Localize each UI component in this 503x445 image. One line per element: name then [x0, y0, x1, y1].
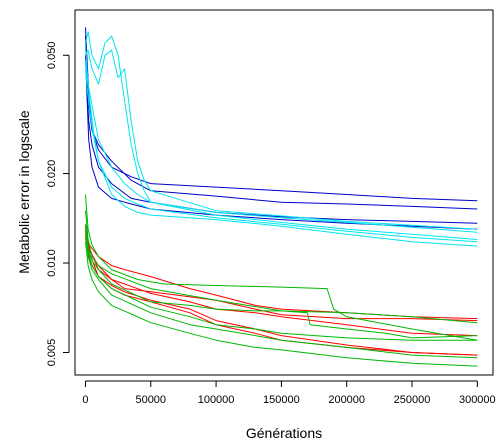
- series-line-16: [85, 210, 478, 339]
- x-axis: 0 50000 100000 150000 200000 250000 300000: [82, 380, 496, 406]
- series-line-1: [85, 27, 478, 202]
- y-axis-title: Metabolic error in logscale: [16, 110, 32, 274]
- series-line-8: [85, 60, 478, 243]
- x-tick-label: 200000: [328, 394, 365, 406]
- series-line-3: [85, 36, 478, 224]
- plot-frame: [74, 9, 494, 376]
- x-tick-label: 100000: [198, 394, 235, 406]
- y-axis: 0.005 0.010 0.020 0.050: [46, 42, 70, 367]
- y-tick-label: 0.020: [46, 160, 58, 188]
- series-line-13: [85, 231, 478, 356]
- y-tick-label: 0.010: [46, 249, 58, 277]
- y-tick-label: 0.050: [46, 42, 58, 70]
- series-line-11: [85, 234, 478, 322]
- series-line-9: [85, 42, 478, 247]
- series-line-4: [85, 55, 478, 230]
- series-line-15: [85, 194, 478, 341]
- series-layer: [85, 27, 478, 367]
- x-tick-label: 50000: [135, 394, 166, 406]
- x-tick-label: 250000: [394, 394, 431, 406]
- x-axis-title: Générations: [246, 425, 322, 441]
- x-tick-label: 0: [82, 394, 88, 406]
- x-tick-label: 300000: [459, 394, 496, 406]
- series-line-19: [85, 241, 478, 367]
- series-line-6: [85, 49, 478, 230]
- series-line-20: [85, 227, 478, 341]
- series-line-17: [85, 224, 478, 324]
- series-line-18: [85, 234, 478, 359]
- series-line-7: [85, 68, 478, 240]
- x-tick-label: 150000: [263, 394, 300, 406]
- series-line-5: [85, 31, 478, 233]
- series-line-2: [85, 42, 478, 210]
- y-tick-label: 0.005: [46, 339, 58, 367]
